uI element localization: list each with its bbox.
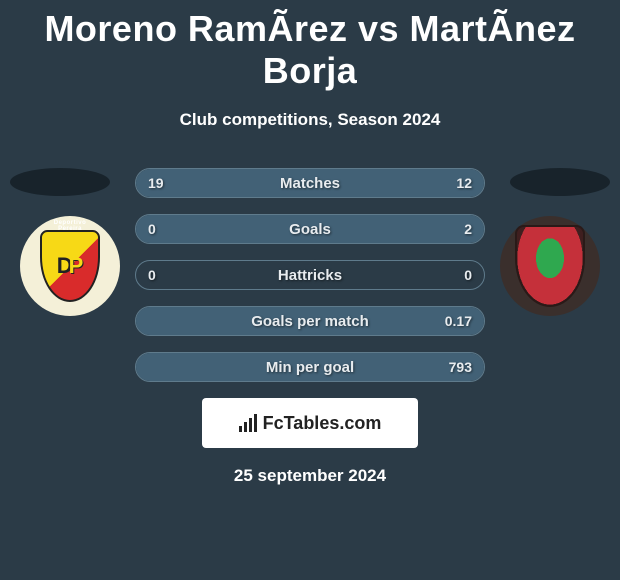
pereira-letters: DP <box>40 230 100 302</box>
page-title: Moreno RamÃ­rez vs MartÃ­nez Borja <box>0 0 620 92</box>
brand-box: FcTables.com <box>202 398 418 448</box>
stat-value-left: 0 <box>148 267 156 283</box>
shadow-right <box>510 168 610 196</box>
stat-value-right: 0 <box>464 267 472 283</box>
patriotas-badge <box>515 225 585 307</box>
team-left-logo: Deportivo Pereira DP <box>20 216 120 316</box>
stat-label: Matches <box>280 175 340 192</box>
stat-row: Min per goal 793 <box>135 352 485 382</box>
stat-value-left: 19 <box>148 175 164 191</box>
stat-label: Hattricks <box>278 267 342 284</box>
stat-row: 0 Goals 2 <box>135 214 485 244</box>
brand-text: FcTables.com <box>263 413 382 434</box>
pereira-badge: Deportivo Pereira DP <box>40 230 100 302</box>
comparison-panel: Deportivo Pereira DP 19Matches120Goals20… <box>0 168 620 486</box>
stats-container: 19 Matches 12 0 Goals 2 0 Hattricks 0 Goals per m… <box>135 168 485 382</box>
stat-value-left: 0 <box>148 221 156 237</box>
stat-row: 0 Hattricks 0 <box>135 260 485 290</box>
stat-value-right: 793 <box>449 359 472 375</box>
team-right-logo <box>500 216 600 316</box>
stat-value-right: 0.17 <box>445 313 472 329</box>
chart-icon <box>239 414 257 432</box>
page-subtitle: Club competitions, Season 2024 <box>0 110 620 130</box>
stat-label: Min per goal <box>266 359 354 376</box>
footer-date: 25 september 2024 <box>0 466 620 486</box>
patriotas-shield <box>515 225 585 307</box>
stat-label: Goals <box>289 221 331 238</box>
stat-label: Goals per match <box>251 313 369 330</box>
stat-row: 19 Matches 12 <box>135 168 485 198</box>
shadow-left <box>10 168 110 196</box>
stat-row: Goals per match 0.17 <box>135 306 485 336</box>
stat-value-right: 12 <box>456 175 472 191</box>
stat-value-right: 2 <box>464 221 472 237</box>
